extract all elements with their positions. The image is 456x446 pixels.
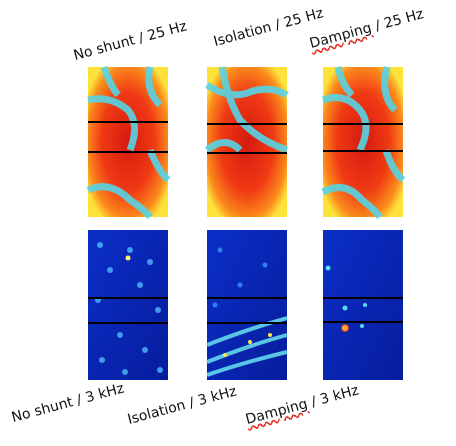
panel-damping-25hz (321, 66, 406, 220)
panel-isolation-3khz (206, 230, 288, 380)
panel-isolation-25hz (204, 66, 289, 217)
panel-noshunt-3khz (88, 230, 168, 380)
panel-damping-3khz (323, 230, 403, 380)
panel-noshunt-25hz (86, 65, 171, 220)
